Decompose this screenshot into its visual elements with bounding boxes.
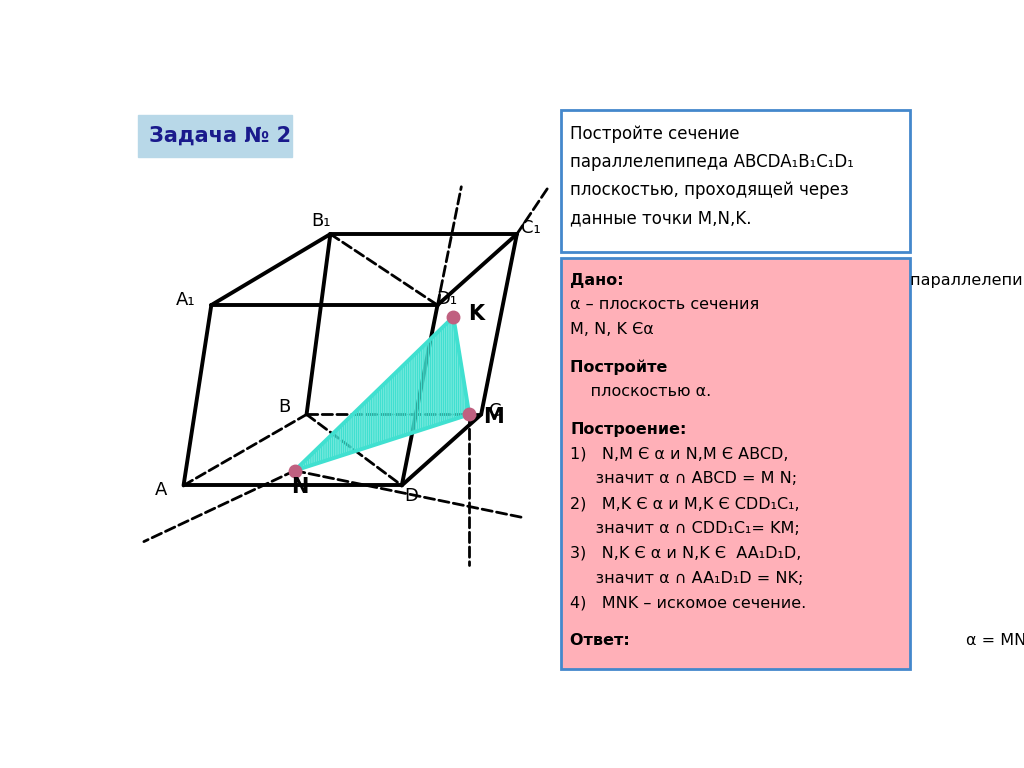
- Text: α – плоскость сечения: α – плоскость сечения: [570, 297, 759, 313]
- Text: Постройте: Постройте: [570, 359, 673, 375]
- Text: K: K: [468, 304, 483, 324]
- Text: D₁: D₁: [436, 290, 458, 308]
- Text: плоскостью α.: плоскостью α.: [570, 384, 712, 399]
- Text: параллелепипед ABCDA₁B₁C₁D₁: параллелепипед ABCDA₁B₁C₁D₁: [909, 273, 1024, 287]
- Text: M, N, K Єα: M, N, K Єα: [570, 323, 653, 337]
- FancyBboxPatch shape: [560, 110, 909, 252]
- Text: Постройте сечение: Постройте сечение: [570, 124, 739, 143]
- Text: C: C: [489, 402, 502, 421]
- Text: значит α ∩ ABCD = M N;: значит α ∩ ABCD = M N;: [570, 472, 797, 486]
- Polygon shape: [295, 317, 469, 471]
- Text: 2)   M,K Є α и M,K Є CDD₁C₁,: 2) M,K Є α и M,K Є CDD₁C₁,: [570, 496, 800, 511]
- Text: плоскостью, проходящей через: плоскостью, проходящей через: [570, 181, 849, 200]
- Text: параллелепипеда ABCDA₁B₁C₁D₁: параллелепипеда ABCDA₁B₁C₁D₁: [570, 153, 854, 171]
- FancyBboxPatch shape: [560, 258, 909, 669]
- Text: B: B: [279, 399, 291, 416]
- Text: C₁: C₁: [521, 219, 541, 237]
- Text: данные точки M,N,K.: данные точки M,N,K.: [570, 210, 752, 228]
- Text: Ответ:: Ответ:: [570, 633, 636, 647]
- Text: значит α ∩ CDD₁C₁= KM;: значит α ∩ CDD₁C₁= KM;: [570, 521, 800, 536]
- Text: A: A: [156, 481, 168, 499]
- Text: D: D: [404, 487, 418, 505]
- Text: 4)   MNK – искомое сечение.: 4) MNK – искомое сечение.: [570, 595, 806, 611]
- FancyBboxPatch shape: [137, 114, 292, 157]
- Text: α = MNK.: α = MNK.: [966, 633, 1024, 647]
- Text: B₁: B₁: [311, 212, 331, 230]
- Text: Построение:: Построение:: [570, 422, 686, 436]
- Text: значит α ∩ AA₁D₁D = NK;: значит α ∩ AA₁D₁D = NK;: [570, 571, 804, 585]
- Text: M: M: [483, 407, 504, 428]
- Text: 1)   N,M Є α и N,M Є ABCD,: 1) N,M Є α и N,M Є ABCD,: [570, 446, 788, 462]
- Text: A₁: A₁: [176, 291, 196, 310]
- Text: 3)   N,K Є α и N,K Є  AA₁D₁D,: 3) N,K Є α и N,K Є AA₁D₁D,: [570, 546, 802, 561]
- Text: Задача № 2: Задача № 2: [150, 126, 292, 146]
- Text: Дано:: Дано:: [570, 273, 630, 287]
- Text: N: N: [291, 477, 308, 497]
